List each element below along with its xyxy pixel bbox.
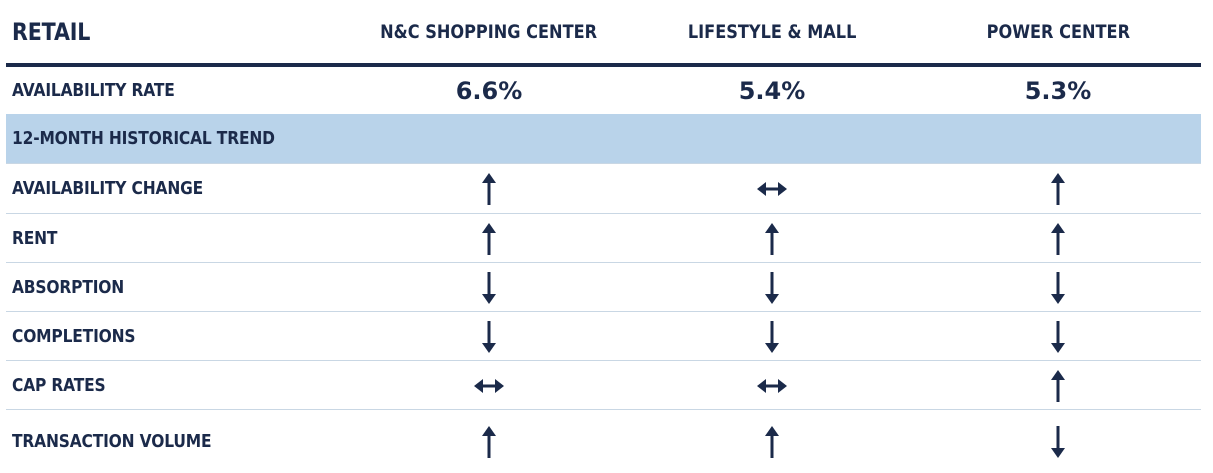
arrow-up-icon (482, 425, 496, 458)
trend-cell (948, 164, 1168, 213)
availability-rate-value: 5.3% (1024, 76, 1092, 105)
table-row: RENT (6, 213, 1201, 263)
arrow-up-icon (1051, 222, 1065, 255)
trend-cell (948, 410, 1168, 473)
arrow-left-right-icon (757, 378, 787, 393)
row-label: CAP RATES (12, 375, 106, 396)
column-header-lifestyle-mall: LIFESTYLE & MALL (687, 20, 857, 43)
column-header-nc-shopping-center: N&C SHOPPING CENTER (380, 20, 598, 43)
section-band: 12-MONTH HISTORICAL TREND (6, 114, 1201, 163)
table-row: CAP RATES (6, 360, 1201, 410)
header-divider (6, 63, 1201, 67)
row-label: ABSORPTION (12, 277, 125, 298)
section-label: 12-MONTH HISTORICAL TREND (12, 128, 275, 149)
availability-rate-value: 6.6% (455, 76, 523, 105)
table-row: ABSORPTION (6, 262, 1201, 312)
arrow-left-right-icon (757, 181, 787, 196)
trend-cell (662, 263, 882, 312)
arrow-up-icon (482, 222, 496, 255)
row-label: COMPLETIONS (12, 326, 136, 347)
trend-cell (948, 214, 1168, 263)
table-row: COMPLETIONS (6, 311, 1201, 361)
arrow-up-icon (765, 222, 779, 255)
trend-cell (662, 361, 882, 410)
column-header-power-center: POWER CENTER (986, 20, 1130, 43)
table-title: RETAIL (12, 17, 91, 46)
trend-cell (948, 361, 1168, 410)
arrow-up-icon (1051, 369, 1065, 402)
availability-rate-row: AVAILABILITY RATE 6.6% 5.4% 5.3% (6, 67, 1201, 114)
row-label: AVAILABILITY RATE (12, 80, 175, 101)
table-row: AVAILABILITY CHANGE (6, 163, 1201, 213)
trend-cell (379, 164, 599, 213)
arrow-left-right-icon (474, 378, 504, 393)
arrow-down-icon (482, 320, 496, 353)
trend-cell (379, 410, 599, 473)
arrow-down-icon (1051, 425, 1065, 458)
trend-cell (662, 410, 882, 473)
arrow-up-icon (482, 172, 496, 205)
arrow-up-icon (765, 425, 779, 458)
table-header-row: RETAIL N&C SHOPPING CENTER LIFESTYLE & M… (6, 0, 1201, 63)
trend-cell (662, 312, 882, 361)
trend-cell (379, 312, 599, 361)
trend-cell (662, 164, 882, 213)
trend-cell (948, 263, 1168, 312)
trend-cell (379, 214, 599, 263)
arrow-down-icon (765, 320, 779, 353)
arrow-down-icon (1051, 271, 1065, 304)
trend-cell (379, 361, 599, 410)
arrow-down-icon (1051, 320, 1065, 353)
row-label: RENT (12, 228, 58, 249)
table-row: TRANSACTION VOLUME (6, 409, 1201, 473)
retail-trend-table: RETAIL N&C SHOPPING CENTER LIFESTYLE & M… (6, 0, 1207, 472)
arrow-up-icon (1051, 172, 1065, 205)
row-label: AVAILABILITY CHANGE (12, 178, 204, 199)
trend-cell (379, 263, 599, 312)
arrow-down-icon (765, 271, 779, 304)
arrow-down-icon (482, 271, 496, 304)
availability-rate-value: 5.4% (738, 76, 806, 105)
trend-cell (662, 214, 882, 263)
row-label: TRANSACTION VOLUME (12, 431, 212, 452)
trend-cell (948, 312, 1168, 361)
